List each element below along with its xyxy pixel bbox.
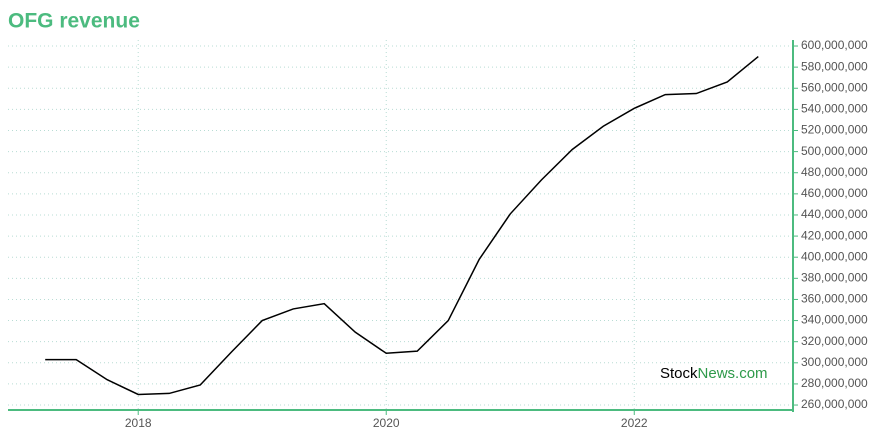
y-tick-label: 400,000,000: [801, 249, 868, 263]
y-tick-label: 260,000,000: [801, 397, 868, 411]
y-tick-label: 500,000,000: [801, 144, 868, 158]
y-tick-label: 340,000,000: [801, 313, 868, 327]
y-tick-label: 560,000,000: [801, 80, 868, 94]
chart-title: OFG revenue: [8, 10, 140, 33]
y-tick-label: 520,000,000: [801, 123, 868, 137]
line: [45, 55, 759, 396]
x-tick-label: 2020: [373, 416, 400, 430]
x-tick-label: 2018: [125, 416, 152, 430]
y-tick-label: 440,000,000: [801, 207, 868, 221]
x-tick-label: 2022: [621, 416, 648, 430]
watermark: StockNews.com: [660, 365, 768, 382]
watermark-stock: Stock: [660, 365, 698, 382]
y-tick-label: 320,000,000: [801, 334, 868, 348]
y-tick-label: 420,000,000: [801, 228, 868, 242]
y-tick-label: 480,000,000: [801, 165, 868, 179]
y-tick-label: 280,000,000: [801, 376, 868, 390]
y-tick-label: 580,000,000: [801, 59, 868, 73]
watermark-news: News.com: [698, 365, 768, 382]
y-tick-label: 600,000,000: [801, 38, 868, 52]
y-tick-label: 540,000,000: [801, 102, 868, 116]
y-tick-label: 460,000,000: [801, 186, 868, 200]
y-tick-label: 300,000,000: [801, 355, 868, 369]
y-tick-label: 360,000,000: [801, 292, 868, 306]
y-tick-label: 380,000,000: [801, 270, 868, 284]
